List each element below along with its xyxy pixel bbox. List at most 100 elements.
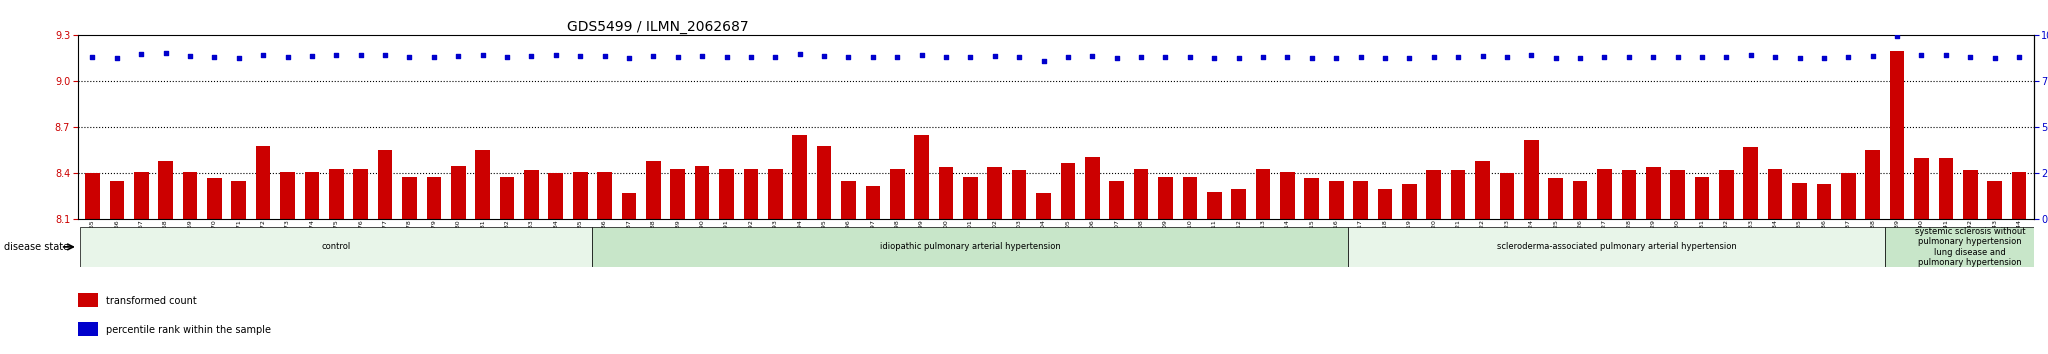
Bar — [987, 167, 1001, 219]
Point — [442, 53, 475, 58]
Point — [1516, 52, 1548, 58]
Bar — [549, 173, 563, 219]
Point — [1565, 56, 1597, 61]
Bar — [1305, 178, 1319, 219]
Point — [807, 53, 840, 58]
Point — [905, 52, 938, 58]
Text: GDS5499 / ILMN_2062687: GDS5499 / ILMN_2062687 — [567, 21, 748, 34]
Point — [1368, 56, 1401, 61]
Point — [1710, 55, 1743, 60]
Point — [2003, 54, 2036, 59]
Bar — [719, 169, 733, 219]
Bar — [1694, 177, 1710, 219]
Bar — [1524, 140, 1538, 219]
Point — [467, 52, 500, 58]
Point — [1686, 55, 1718, 60]
Point — [782, 51, 815, 57]
Point — [369, 52, 401, 58]
Point — [1855, 53, 1888, 58]
Point — [1198, 56, 1231, 61]
Bar — [1206, 192, 1221, 219]
Point — [295, 53, 328, 58]
Bar — [1159, 177, 1174, 219]
Text: percentile rank within the sample: percentile rank within the sample — [106, 325, 272, 335]
Point — [1954, 54, 1987, 59]
Bar — [1329, 181, 1343, 219]
Bar — [182, 172, 197, 219]
Bar — [330, 169, 344, 219]
Text: transformed count: transformed count — [106, 296, 197, 306]
Bar — [1962, 170, 1978, 219]
Bar — [1622, 170, 1636, 219]
Point — [735, 54, 768, 59]
Bar — [1348, 227, 1884, 267]
Bar — [573, 172, 588, 219]
Point — [588, 53, 621, 58]
Bar — [1061, 163, 1075, 219]
Bar — [1573, 181, 1587, 219]
Point — [1587, 54, 1620, 59]
Bar — [1939, 158, 1954, 219]
Bar — [623, 193, 637, 219]
Text: idiopathic pulmonary arterial hypertension: idiopathic pulmonary arterial hypertensi… — [881, 242, 1061, 251]
Text: systemic sclerosis without pulmonary hypertension
lung disease and
pulmonary hyp: systemic sclerosis without pulmonary hyp… — [1915, 227, 2025, 267]
Bar — [1012, 170, 1026, 219]
Bar — [1890, 51, 1905, 219]
Point — [246, 52, 279, 58]
Point — [563, 53, 596, 58]
Point — [1100, 56, 1133, 61]
Bar — [426, 177, 440, 219]
Point — [223, 56, 256, 61]
Point — [1978, 56, 2011, 61]
Point — [1784, 56, 1817, 61]
Bar — [1841, 173, 1855, 219]
Point — [125, 51, 158, 57]
Bar — [1597, 169, 1612, 219]
Bar — [1915, 158, 1929, 219]
Bar — [1182, 177, 1198, 219]
Point — [1223, 56, 1255, 61]
Point — [612, 56, 645, 61]
Point — [514, 53, 547, 58]
Bar — [1671, 170, 1686, 219]
Bar — [1884, 227, 2048, 267]
Bar — [1378, 189, 1393, 219]
Bar — [401, 177, 418, 219]
Point — [1343, 55, 1376, 60]
Bar — [2011, 172, 2025, 219]
Point — [1540, 56, 1573, 61]
Point — [1028, 58, 1061, 64]
Bar — [645, 161, 662, 219]
Point — [1272, 54, 1305, 59]
Bar — [354, 169, 369, 219]
Point — [199, 55, 231, 60]
Point — [1759, 54, 1792, 59]
Bar — [1110, 181, 1124, 219]
Point — [1880, 34, 1913, 39]
Point — [393, 54, 426, 59]
Point — [539, 52, 571, 58]
Bar — [256, 146, 270, 219]
Point — [1319, 56, 1352, 61]
Bar — [793, 135, 807, 219]
Bar — [1280, 172, 1294, 219]
Point — [1393, 56, 1425, 61]
Bar — [78, 293, 98, 307]
Point — [1247, 54, 1280, 59]
Point — [1075, 53, 1108, 58]
Point — [1929, 52, 1962, 58]
Point — [76, 55, 109, 60]
Bar — [1743, 147, 1757, 219]
Bar — [475, 150, 489, 219]
Bar — [743, 169, 758, 219]
Point — [711, 54, 743, 59]
Bar — [1767, 169, 1782, 219]
Bar — [524, 170, 539, 219]
Bar — [377, 150, 393, 219]
Bar — [1354, 181, 1368, 219]
Point — [1442, 54, 1475, 59]
Bar — [1425, 170, 1442, 219]
Bar — [1792, 183, 1806, 219]
Point — [344, 52, 377, 58]
Bar — [1135, 169, 1149, 219]
